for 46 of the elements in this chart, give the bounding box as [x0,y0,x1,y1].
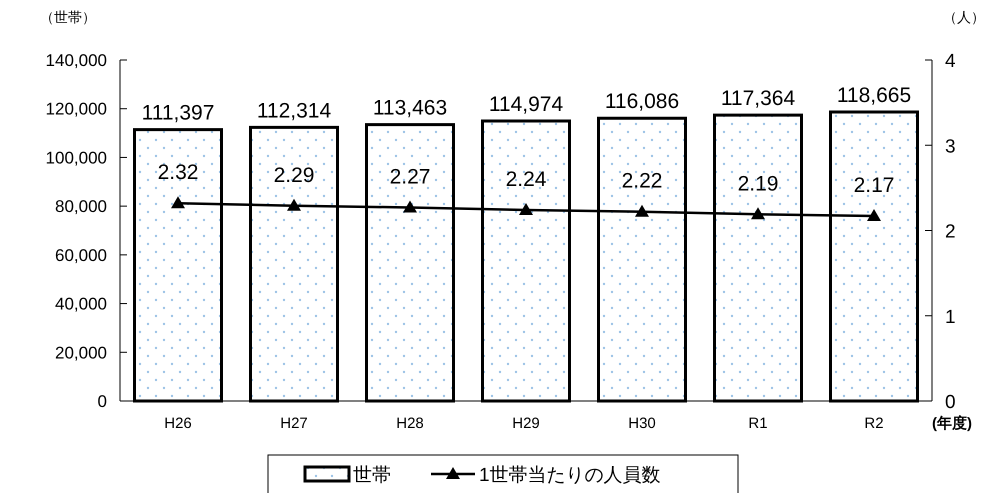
x-tick-label: R1 [748,415,768,432]
x-tick-label: H30 [628,415,656,432]
x-axis-title: (年度) [932,414,972,432]
y2-tick-label: 2 [945,222,956,242]
y-tick-label: 80,000 [55,197,107,216]
legend-label: 1世帯当たりの人員数 [479,465,661,486]
data-label: 2.17 [854,174,894,198]
y-tick-label: 20,000 [55,343,107,362]
data-label: 2.24 [506,168,547,192]
y-tick-label: 100,000 [46,148,107,168]
point [635,204,649,217]
x-tick-label: H29 [512,415,540,432]
point [867,209,881,222]
x-tick-label: H26 [164,415,192,432]
y2-tick-label: 3 [945,136,956,158]
x-tick-label: H27 [280,415,308,432]
data-label: 2.19 [738,172,778,196]
x-tick-label: H28 [396,415,424,432]
data-label: 112,314 [256,99,332,122]
legend-label: 世帯 [353,465,391,486]
y-tick-label: 60,000 [55,246,107,265]
point [287,198,301,211]
point [519,203,533,216]
data-label: 111,397 [142,102,214,125]
data-label: 117,364 [720,87,796,110]
y2-tick-label: 0 [945,392,956,413]
data-label: 2.27 [390,165,430,188]
data-label: 118,665 [836,84,912,107]
data-label: 116,086 [604,90,680,114]
x-tick-label: R2 [864,415,884,432]
y2-tick-label: 4 [945,51,956,72]
y-tick-label: 140,000 [46,51,107,70]
point [751,207,765,220]
y-tick-label: 120,000 [46,100,107,119]
y2-axis-title: （人） [943,9,984,25]
data-label: 2.29 [274,164,314,187]
data-label: 114,974 [488,92,564,116]
data-label: 2.22 [622,170,662,193]
y-axis-title: （世帯） [40,9,96,25]
y2-tick-label: 1 [945,306,956,328]
point [403,200,417,212]
data-label: 113,463 [372,96,448,120]
data-label: 2.32 [158,161,198,184]
y-tick-label: 40,000 [55,294,107,314]
y-tick-label: 0 [98,392,107,411]
point [171,196,185,208]
